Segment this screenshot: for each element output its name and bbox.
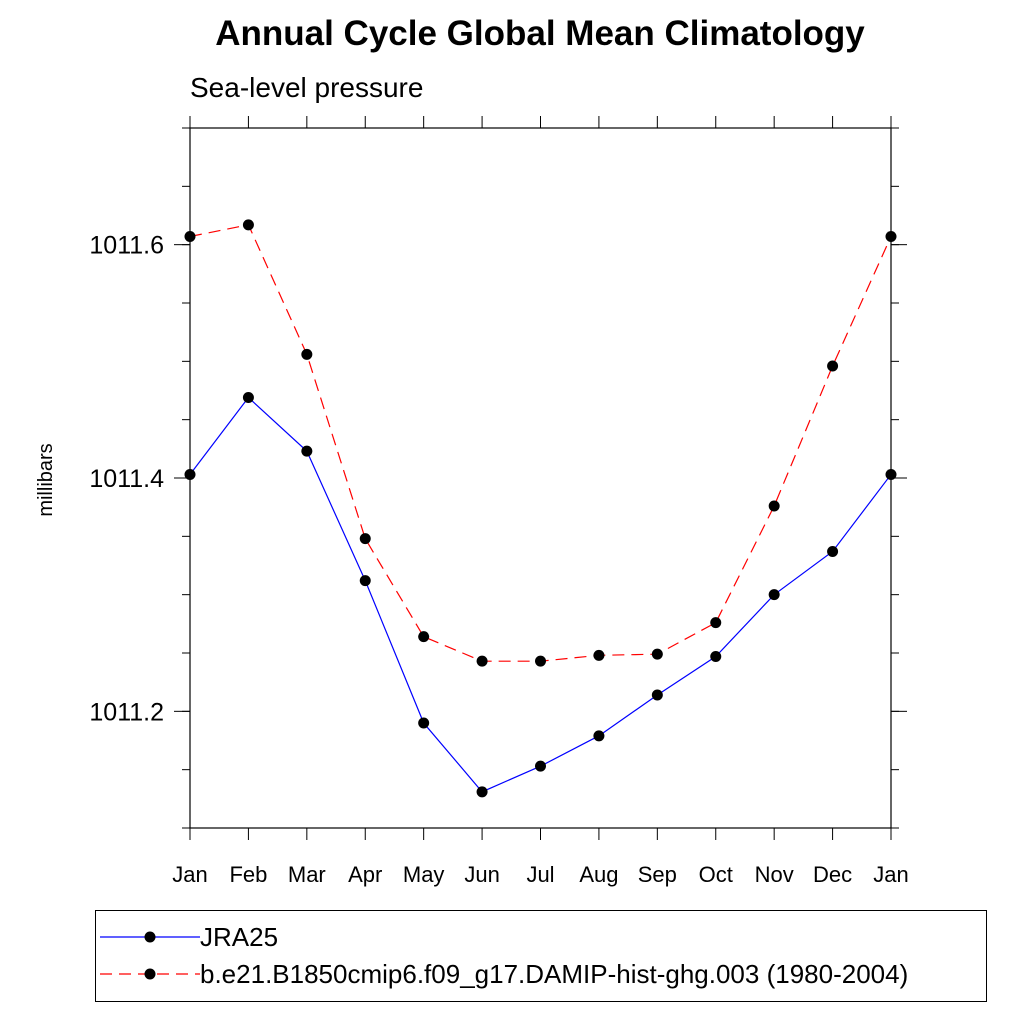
series-0-point (710, 651, 722, 662)
series-line-1 (189, 224, 892, 662)
series-0-point (242, 392, 254, 403)
chart-subtitle: Sea-level pressure (190, 72, 424, 103)
series-0-point (768, 589, 780, 601)
series-1-point (242, 219, 254, 231)
series-0-point (418, 717, 430, 729)
x-tick-label: Dec (813, 862, 852, 887)
legend-marker-1 (144, 968, 156, 980)
y-axis-label: millibars (35, 443, 57, 516)
series-1-point (184, 231, 196, 242)
legend: JRA25 b.e21.B1850cmip6.f09_g17.DAMIP-his… (95, 910, 987, 1002)
series-0-point (301, 445, 313, 457)
chart-title: Annual Cycle Global Mean Climatology (215, 14, 865, 53)
series-0-point (651, 689, 663, 701)
series-1-point (885, 231, 897, 242)
series-0-point (359, 575, 371, 587)
legend-marker-0 (144, 931, 156, 943)
series-0-point (827, 546, 839, 557)
x-tick-label: May (403, 862, 445, 887)
series-0-point (184, 469, 196, 480)
series-1-point (651, 648, 663, 660)
x-tick-label: Aug (579, 862, 618, 887)
series-1-point (768, 500, 780, 512)
y-tick-label: 1011.4 (89, 465, 164, 493)
line-chart: Jan Feb Mar Apr May Jun Jul Aug Sep Oct Nov Dec Jan 1… (35, 116, 909, 887)
legend-label-jra25: JRA25 (200, 922, 279, 952)
x-tick-label: Nov (755, 862, 794, 887)
y-tick-label: 1011.2 (89, 698, 164, 726)
series-0-point (593, 730, 605, 742)
series-1-point (418, 631, 430, 643)
series-0-point (535, 760, 546, 772)
x-tick-label: Jan (873, 862, 908, 887)
x-tick-label: Feb (229, 862, 267, 887)
legend-markers (100, 931, 200, 980)
x-tick-label: Mar (288, 862, 326, 887)
series-1-point (593, 649, 605, 661)
x-tick-label: Sep (638, 862, 677, 887)
legend-label-model: b.e21.B1850cmip6.f09_g17.DAMIP-hist-ghg.… (200, 959, 909, 989)
x-tick-label: Apr (348, 862, 382, 887)
y-tick-label: 1011.6 (89, 232, 164, 260)
x-tick-label: Jan (172, 862, 207, 887)
series-1-point (535, 655, 546, 667)
x-tick-label: Oct (699, 862, 733, 887)
series-1-point (476, 655, 488, 667)
x-tick-label: Jun (464, 862, 499, 887)
series-0-point (885, 469, 897, 480)
series-1-point (359, 533, 371, 545)
series-line-0 (189, 396, 892, 793)
series-1-point (827, 360, 839, 372)
series-1-point (710, 617, 722, 629)
series-0-point (476, 786, 488, 798)
x-tick-label: Jul (526, 862, 554, 887)
series-1-point (301, 348, 313, 360)
